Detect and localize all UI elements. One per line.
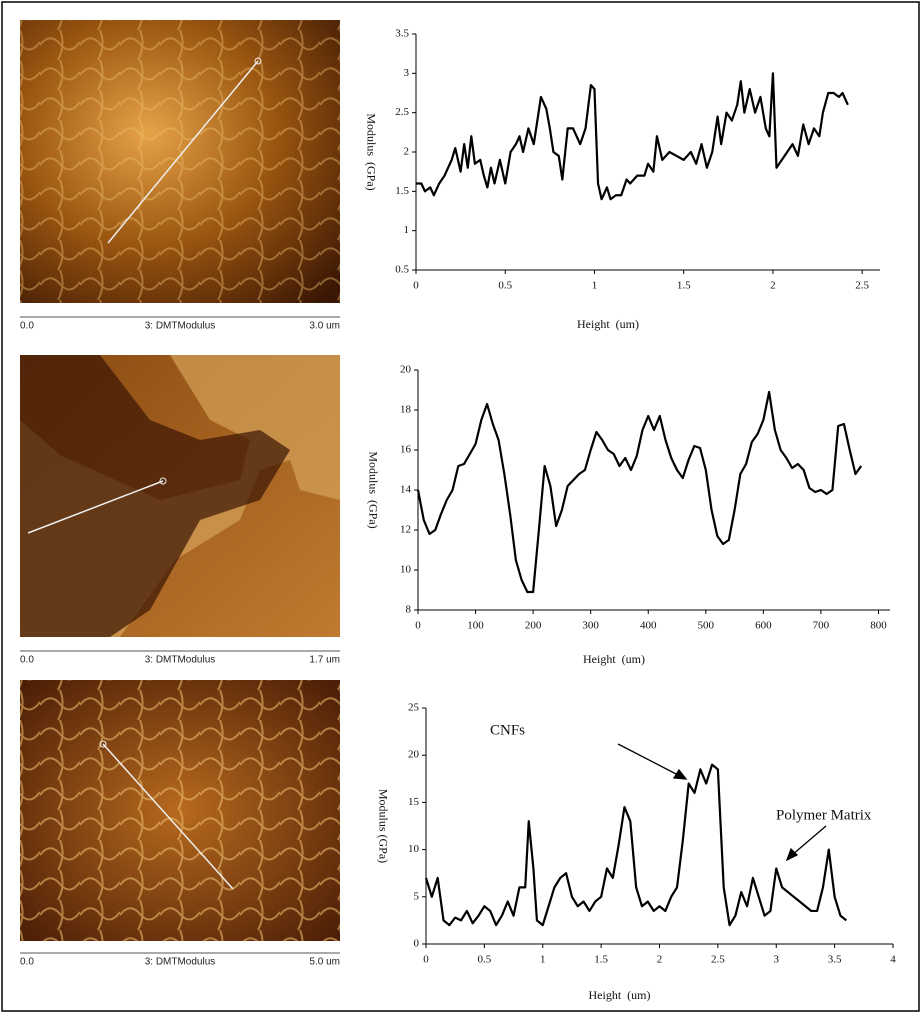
x-tick-label: 200 — [525, 620, 542, 632]
afm-image — [20, 355, 340, 637]
y-axis-label: Modulus (GPa) — [364, 113, 378, 190]
x-tick-label: 1.5 — [594, 954, 608, 966]
scale-start: 0.0 — [20, 655, 34, 666]
scale-label: 3: DMTModulus — [145, 957, 216, 968]
x-tick-label: 1 — [540, 954, 546, 966]
y-tick-label: 2 — [404, 146, 410, 158]
x-tick-label: 400 — [640, 620, 657, 632]
annotation: Polymer Matrix — [776, 807, 872, 823]
y-tick-label: 12 — [400, 524, 411, 536]
x-tick-label: 800 — [870, 620, 887, 632]
y-tick-label: 1.5 — [395, 185, 409, 197]
scale-label: 3: DMTModulus — [145, 321, 216, 332]
y-tick-label: 20 — [400, 364, 412, 376]
x-tick-label: 300 — [582, 620, 599, 632]
x-tick-label: 3 — [774, 954, 780, 966]
y-tick-label: 10 — [400, 564, 412, 576]
y-axis-label: Modulus (GPa) — [376, 789, 390, 863]
x-axis-label: Height (um) — [577, 317, 639, 331]
x-tick-label: 2 — [770, 280, 776, 292]
x-tick-label: 1.5 — [677, 280, 691, 292]
x-axis-label: Height (um) — [589, 988, 651, 1002]
y-axis-label: Modulus (GPa) — [366, 451, 380, 528]
y-tick-label: 18 — [400, 404, 412, 416]
scale-end: 3.0 um — [309, 321, 340, 332]
x-tick-label: 2.5 — [855, 280, 869, 292]
y-tick-label: 3 — [404, 67, 410, 79]
scale-end: 5.0 um — [309, 957, 340, 968]
y-tick-label: 14 — [400, 484, 412, 496]
x-tick-label: 2.5 — [711, 954, 725, 966]
figure: 0.0 3: DMTModulus 3.0 um 0.0 3: DMTModulus 1.… — [0, 0, 921, 1013]
x-axis-label: Height (um) — [583, 652, 645, 666]
x-tick-label: 4 — [890, 954, 896, 966]
y-tick-label: 25 — [408, 702, 420, 714]
afm-image — [20, 680, 340, 941]
y-tick-label: 3.5 — [395, 28, 409, 40]
annotation: CNFs — [490, 722, 525, 738]
y-tick-label: 20 — [408, 749, 420, 761]
x-tick-label: 1 — [592, 280, 598, 292]
x-tick-label: 2 — [657, 954, 663, 966]
scale-start: 0.0 — [20, 321, 34, 332]
y-tick-label: 5 — [414, 890, 420, 902]
x-tick-label: 600 — [755, 620, 772, 632]
x-tick-label: 3.5 — [828, 954, 842, 966]
y-tick-label: 2.5 — [395, 106, 409, 118]
page: {"images": [ {"start": "0.0", "label": "… — [0, 0, 921, 1013]
scale-start: 0.0 — [20, 957, 34, 968]
x-tick-label: 0.5 — [498, 280, 512, 292]
y-tick-label: 16 — [400, 444, 412, 456]
y-tick-label: 10 — [408, 843, 420, 855]
scale-end: 1.7 um — [309, 655, 340, 666]
data-line — [426, 765, 846, 925]
x-tick-label: 500 — [698, 620, 715, 632]
x-tick-label: 0.5 — [478, 954, 492, 966]
afm-image — [20, 20, 340, 303]
y-tick-label: 8 — [406, 604, 412, 616]
x-tick-label: 0 — [413, 280, 419, 292]
x-tick-label: 0 — [415, 620, 421, 632]
scale-label: 3: DMTModulus — [145, 655, 216, 666]
x-tick-label: 0 — [423, 954, 429, 966]
data-line — [416, 73, 848, 199]
y-tick-label: 0 — [414, 938, 420, 950]
data-line — [418, 392, 861, 592]
x-tick-label: 700 — [813, 620, 830, 632]
y-tick-label: 15 — [408, 796, 420, 808]
y-tick-label: 0.5 — [395, 264, 409, 276]
y-tick-label: 1 — [404, 224, 410, 236]
x-tick-label: 100 — [467, 620, 484, 632]
